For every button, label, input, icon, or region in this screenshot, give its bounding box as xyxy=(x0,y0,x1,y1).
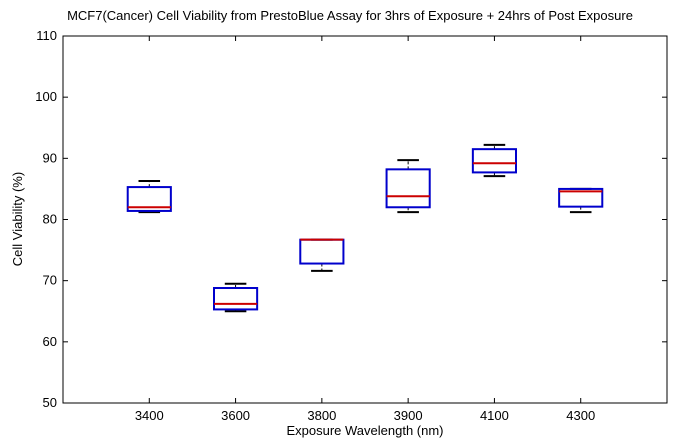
x-tick-label: 4300 xyxy=(566,408,595,423)
y-axis: 50 60 70 80 90 100 110 xyxy=(35,28,667,410)
plot-area xyxy=(62,35,668,404)
boxes-group xyxy=(126,143,604,313)
y-tick-label: 80 xyxy=(43,212,57,227)
box-3900 xyxy=(385,159,431,214)
x-tick-label: 3400 xyxy=(135,408,164,423)
box-4100 xyxy=(471,143,518,178)
y-tick-label: 50 xyxy=(43,395,57,410)
box-body xyxy=(126,186,172,212)
chart-title: MCF7(Cancer) Cell Viability from PrestoB… xyxy=(67,8,633,23)
box-body xyxy=(558,187,604,208)
y-tick-label: 100 xyxy=(35,89,57,104)
box-4300 xyxy=(558,187,604,214)
x-tick-label: 4100 xyxy=(480,408,509,423)
y-tick-label: 110 xyxy=(36,28,57,43)
x-tick-label: 3600 xyxy=(221,408,250,423)
box-3400 xyxy=(126,179,172,214)
y-axis-label: Cell Viability (%) xyxy=(10,172,25,266)
x-tick-label: 3800 xyxy=(307,408,336,423)
box-3600 xyxy=(213,282,259,313)
y-tick-label: 70 xyxy=(43,273,57,288)
x-axis-label: Exposure Wavelength (nm) xyxy=(286,423,443,438)
y-tick-label: 60 xyxy=(43,334,57,349)
box-body xyxy=(471,148,518,174)
x-axis: 3400 3600 3800 3900 4100 4300 xyxy=(135,36,595,423)
box-3800 xyxy=(299,238,345,272)
box-body xyxy=(385,168,431,209)
box-body xyxy=(213,287,259,311)
y-tick-label: 90 xyxy=(43,150,57,165)
x-tick-label: 3900 xyxy=(394,408,423,423)
